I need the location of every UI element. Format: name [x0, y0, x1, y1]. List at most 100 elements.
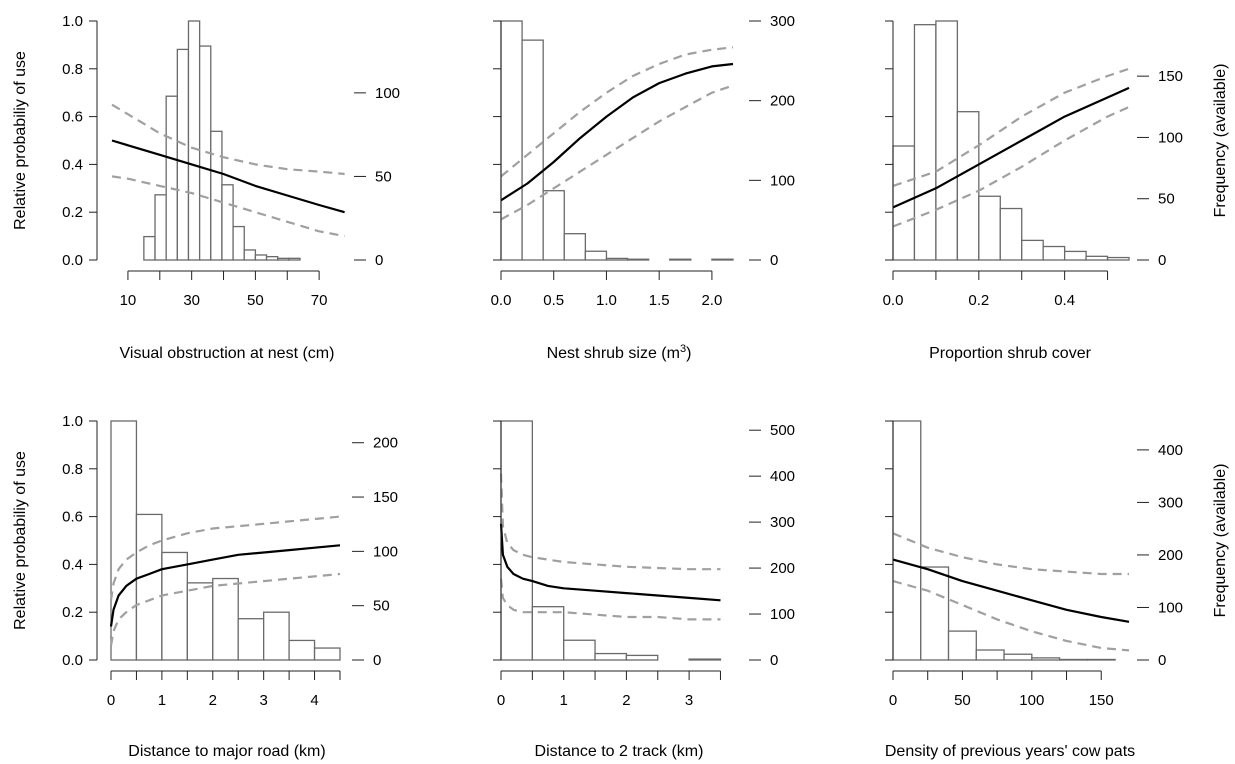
bottom-tick-label: 70 — [311, 292, 328, 309]
right-tick-label: 0 — [1158, 252, 1166, 269]
lower-confidence-curve — [109, 572, 341, 646]
x-axis-title: Nest shrub size (m3) — [547, 343, 692, 362]
histogram-bar — [1063, 250, 1087, 261]
panel-distance-2-track: 0 100 200 300 400 500 0 1 2 3 Distance to 2 track … — [493, 420, 795, 760]
bottom-tick-label: 0.0 — [883, 292, 904, 309]
x-axis-title: Proportion shrub cover — [929, 345, 1092, 362]
histogram-bar — [288, 257, 301, 261]
right-tick-label: 100 — [1158, 129, 1183, 146]
right-tick-label: 150 — [373, 489, 398, 506]
left-tick-label: 1.0 — [62, 413, 83, 430]
upper-confidence-curve — [892, 67, 1130, 187]
histogram-bar — [277, 257, 290, 261]
histogram-bar — [263, 611, 290, 661]
histogram-bar — [935, 20, 959, 261]
histogram-bar — [920, 566, 950, 661]
bottom-tick-label: 0 — [497, 692, 505, 709]
histogram-bar — [165, 95, 178, 261]
bottom-tick-label: 0.0 — [491, 292, 512, 309]
bottom-tick-label: 50 — [247, 292, 264, 309]
left-tick-label: 1.0 — [62, 13, 83, 30]
left-tick-label: 0.0 — [62, 252, 83, 269]
histogram-bar — [563, 233, 587, 261]
right-tick-label: 300 — [770, 13, 795, 30]
histogram-bar — [1106, 256, 1130, 261]
bottom-tick-label: 30 — [183, 292, 200, 309]
right-tick-label: 400 — [1158, 442, 1183, 459]
left-tick-label: 0.2 — [62, 604, 83, 621]
right-tick-label: 500 — [770, 422, 795, 439]
histogram-bar — [1086, 658, 1116, 661]
bottom-tick-label: 150 — [1089, 692, 1114, 709]
fitted-curve — [892, 558, 1130, 623]
upper-confidence-curve — [109, 515, 341, 601]
bottom-tick-label: 2 — [209, 692, 217, 709]
right-tick-label: 300 — [1158, 494, 1183, 511]
fitted-curve — [109, 544, 341, 627]
histogram-bar — [978, 195, 1001, 261]
bottom-tick-label: 0.5 — [543, 292, 564, 309]
histogram-bar — [531, 606, 565, 661]
histogram-bar — [1003, 653, 1033, 661]
left-tick-label: 0.4 — [62, 156, 83, 173]
upper-confidence-curve — [892, 532, 1129, 576]
histogram-bar — [135, 513, 163, 661]
right-tick-label: 100 — [373, 543, 398, 560]
bottom-tick-label: 3 — [685, 692, 693, 709]
histogram-bar — [1058, 658, 1089, 661]
panel-cow-pat-density: 0 100 200 300 400 0 50 100 150 Density of previou… — [885, 420, 1229, 760]
histogram-bar — [669, 258, 692, 261]
left-tick-label: 0.2 — [62, 204, 83, 221]
bottom-tick-label: 0.2 — [968, 292, 989, 309]
bottom-tick-label: 0 — [107, 692, 115, 709]
lower-confidence-curve — [500, 84, 734, 221]
histogram-bar — [154, 194, 167, 261]
left-tick-label: 0.6 — [62, 109, 83, 126]
histogram-bar — [626, 258, 650, 261]
left-tick-label: 0.8 — [62, 61, 83, 78]
right-tick-label: 100 — [770, 172, 795, 189]
histogram-bar — [913, 24, 937, 261]
bottom-tick-label: 0.4 — [1054, 292, 1075, 309]
histogram-bar — [947, 630, 977, 661]
histogram-bar — [625, 654, 659, 661]
left-axis-title: Relative probabiliy of use — [12, 51, 29, 230]
lower-confidence-curve — [499, 578, 721, 621]
histogram-bar — [1021, 239, 1044, 261]
bottom-tick-label: 2.0 — [701, 292, 722, 309]
right-tick-label: 0 — [770, 652, 778, 669]
histogram-bar — [232, 225, 245, 261]
histogram-bar — [210, 130, 223, 261]
right-tick-label: 100 — [1158, 599, 1183, 616]
histogram-bar — [110, 420, 138, 661]
histogram-bar — [563, 639, 596, 661]
upper-confidence-curve — [111, 103, 345, 176]
right-tick-label: 0 — [375, 252, 383, 269]
right-axis-title: Frequency (available) — [1212, 64, 1229, 218]
histogram-bar — [711, 258, 734, 261]
right-tick-label: 0 — [770, 252, 778, 269]
histogram-bar — [254, 254, 268, 261]
panel-distance-major-road: 0.0 0.2 0.4 0.6 0.8 1.0 0 50 100 150 200 0 1 2 3 4 Dista… — [12, 413, 398, 760]
bottom-tick-label: 100 — [1019, 692, 1044, 709]
x-axis-title: Density of previous years' cow pats — [885, 743, 1135, 760]
histogram-bar — [176, 48, 190, 261]
bottom-tick-label: 4 — [310, 692, 318, 709]
histogram-bar — [288, 639, 316, 661]
histogram-bar — [605, 257, 629, 261]
right-tick-label: 400 — [770, 468, 795, 485]
histogram-bar — [542, 190, 565, 261]
lower-confidence-curve — [892, 105, 1130, 228]
bottom-tick-label: 0 — [889, 692, 897, 709]
bottom-tick-label: 2 — [622, 692, 630, 709]
upper-confidence-curve — [500, 46, 734, 178]
left-axis-title: Relative probabiliy of use — [12, 451, 29, 630]
right-tick-label: 100 — [375, 85, 400, 102]
histogram-bar — [265, 256, 279, 261]
histogram-bar — [212, 577, 239, 661]
histogram-bar — [313, 647, 341, 661]
histogram-bar — [161, 551, 188, 661]
right-tick-label: 50 — [373, 598, 390, 615]
histogram-bar — [594, 652, 628, 661]
